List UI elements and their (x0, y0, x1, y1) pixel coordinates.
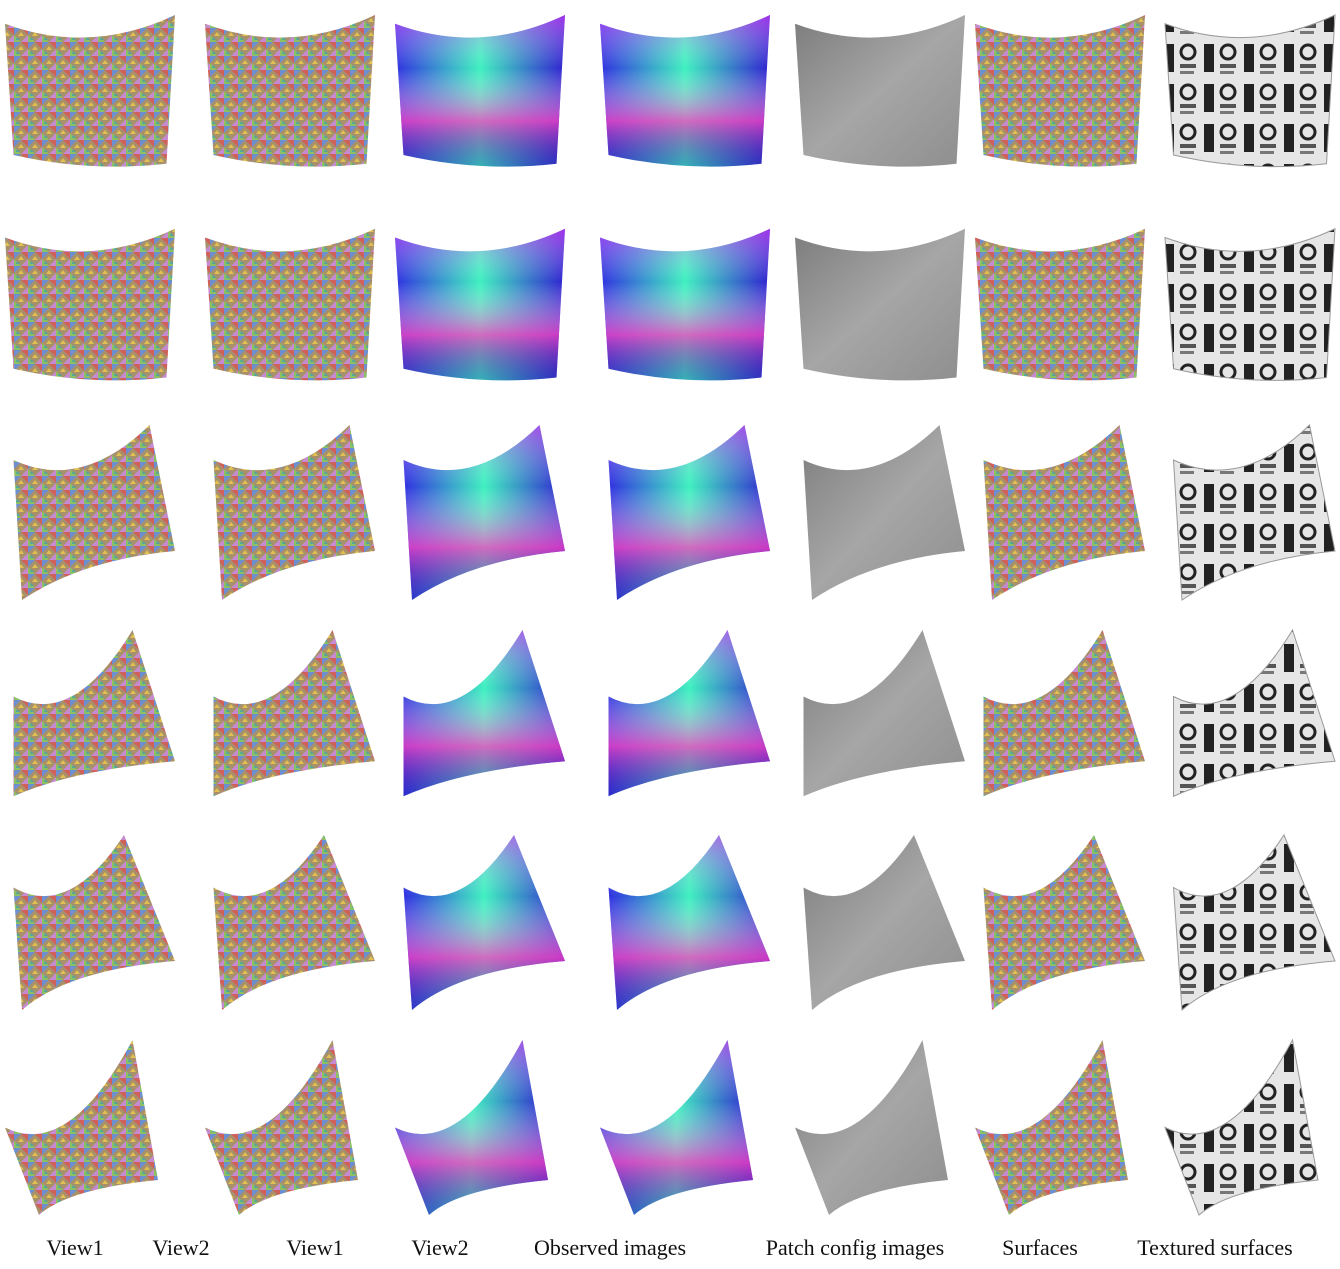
cloth-image (1174, 630, 1336, 796)
column-label: View2 (152, 1235, 209, 1260)
column-label: Textured surfaces (1137, 1235, 1292, 1260)
cloth-image (975, 1040, 1128, 1215)
cloth-image (975, 229, 1145, 381)
figure: View1 View2 View1 View2 Observed images Patch… (0, 0, 1340, 1269)
cloth-image (1174, 425, 1336, 600)
column-label: View1 (46, 1235, 103, 1260)
cloth-image (804, 630, 966, 796)
cloth-image-shade (600, 15, 770, 167)
cloth-image (214, 425, 376, 600)
cloth-image (5, 229, 175, 381)
cloth-image-shade (600, 1040, 753, 1215)
image-grid (5, 15, 1335, 1215)
cloth-image-shade (404, 630, 566, 796)
cloth-image (1165, 1040, 1318, 1215)
cloth-image (205, 1040, 358, 1215)
cloth-image (795, 229, 965, 381)
cloth-image (984, 835, 1146, 1010)
cloth-image-shade (404, 425, 566, 600)
column-label: Observed images (534, 1235, 686, 1260)
cloth-image (14, 630, 176, 796)
cloth-image (984, 425, 1146, 600)
cloth-image (14, 835, 176, 1010)
cloth-image (214, 835, 376, 1010)
cloth-image-shade (609, 630, 771, 796)
cloth-image-shade (404, 835, 566, 1010)
cloth-image (795, 15, 965, 167)
cloth-image (984, 630, 1146, 796)
cloth-image-shade (609, 835, 771, 1010)
cloth-image (14, 425, 176, 600)
cloth-image-shade (395, 15, 565, 167)
cloth-image (1165, 15, 1335, 167)
cloth-image-shade (609, 425, 771, 600)
column-label: View1 (286, 1235, 343, 1260)
cloth-image (205, 229, 375, 381)
cloth-image (214, 630, 376, 796)
cloth-image (975, 15, 1145, 167)
cloth-image-shade (600, 229, 770, 381)
cloth-image (804, 425, 966, 600)
cloth-image (804, 835, 966, 1010)
cloth-image (795, 1040, 948, 1215)
column-label: View2 (411, 1235, 468, 1260)
cloth-image (1165, 229, 1335, 381)
column-labels: View1 View2 View1 View2 Observed images Patch… (46, 1235, 1292, 1260)
cloth-image-shade (395, 1040, 548, 1215)
cloth-image (5, 1040, 158, 1215)
column-label: Surfaces (1002, 1235, 1078, 1260)
cloth-image-shade (395, 229, 565, 381)
cloth-image (1174, 835, 1336, 1010)
column-label: Patch config images (766, 1235, 944, 1260)
cloth-image (205, 15, 375, 167)
cloth-image (5, 15, 175, 167)
